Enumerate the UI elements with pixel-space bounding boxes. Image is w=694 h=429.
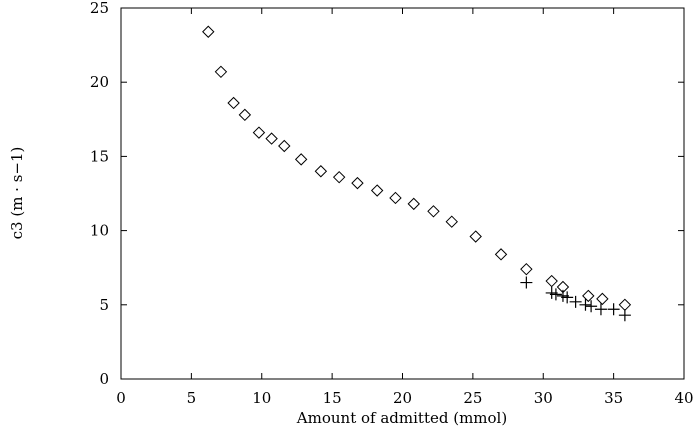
x-tick-label: 20 [393,389,412,407]
diamond-point [596,292,609,306]
y-axis-title: c3 (m · s−1) [8,147,26,240]
plus-point [585,300,598,313]
plus-point [594,303,607,316]
plus-point [561,291,574,304]
plus-point [579,298,592,311]
plus-point [618,309,631,322]
diamond-point [351,176,364,190]
diamond-point [265,132,278,145]
diamond-point [618,298,632,312]
diamond-point [389,191,402,205]
y-tick-label: 0 [99,370,109,388]
diamond-point [407,197,420,211]
y-tick-label: 20 [90,73,109,91]
x-tick-label: 10 [252,389,271,407]
plus-point [607,303,620,316]
diamond-point [427,205,440,218]
diamond-point [445,215,458,228]
diamond-point [332,170,346,184]
x-tick-label: 30 [534,389,553,407]
diamond-point [238,108,252,122]
y-tick-label: 15 [90,147,109,165]
diamond-point [370,184,384,197]
diamond-point [494,248,508,261]
x-axis-title: Amount of admitted (mmol) [296,409,507,427]
diamond-point [314,165,328,178]
diamond-point [252,126,266,139]
diamond-point [545,274,558,288]
x-tick-label: 0 [116,389,126,407]
plus-point [569,295,582,308]
diamond-point [469,230,482,243]
plot-frame [120,7,685,380]
x-tick-label: 35 [604,389,623,407]
x-tick-label: 15 [323,389,342,407]
diamond-point [227,96,240,110]
diamond-point [582,289,595,303]
y-tick-label: 5 [99,296,109,314]
x-tick-label: 40 [674,389,693,407]
tick-labels: 0 5 10 15 20 25 30 35 40 0 5 10 15 20 25 [90,0,694,407]
plus-point [520,276,533,289]
x-tick-label: 25 [463,389,482,407]
axis-ticks [120,7,685,380]
y-tick-label: 10 [90,222,109,240]
diamond-point [202,25,215,38]
diamond-point [294,153,308,166]
diamond-point [214,65,228,79]
plus-point [549,288,562,301]
data-points [202,25,632,322]
diamond-point [278,139,291,153]
y-tick-label: 25 [90,0,109,17]
diamond-point [520,262,533,276]
x-tick-label: 5 [187,389,197,407]
